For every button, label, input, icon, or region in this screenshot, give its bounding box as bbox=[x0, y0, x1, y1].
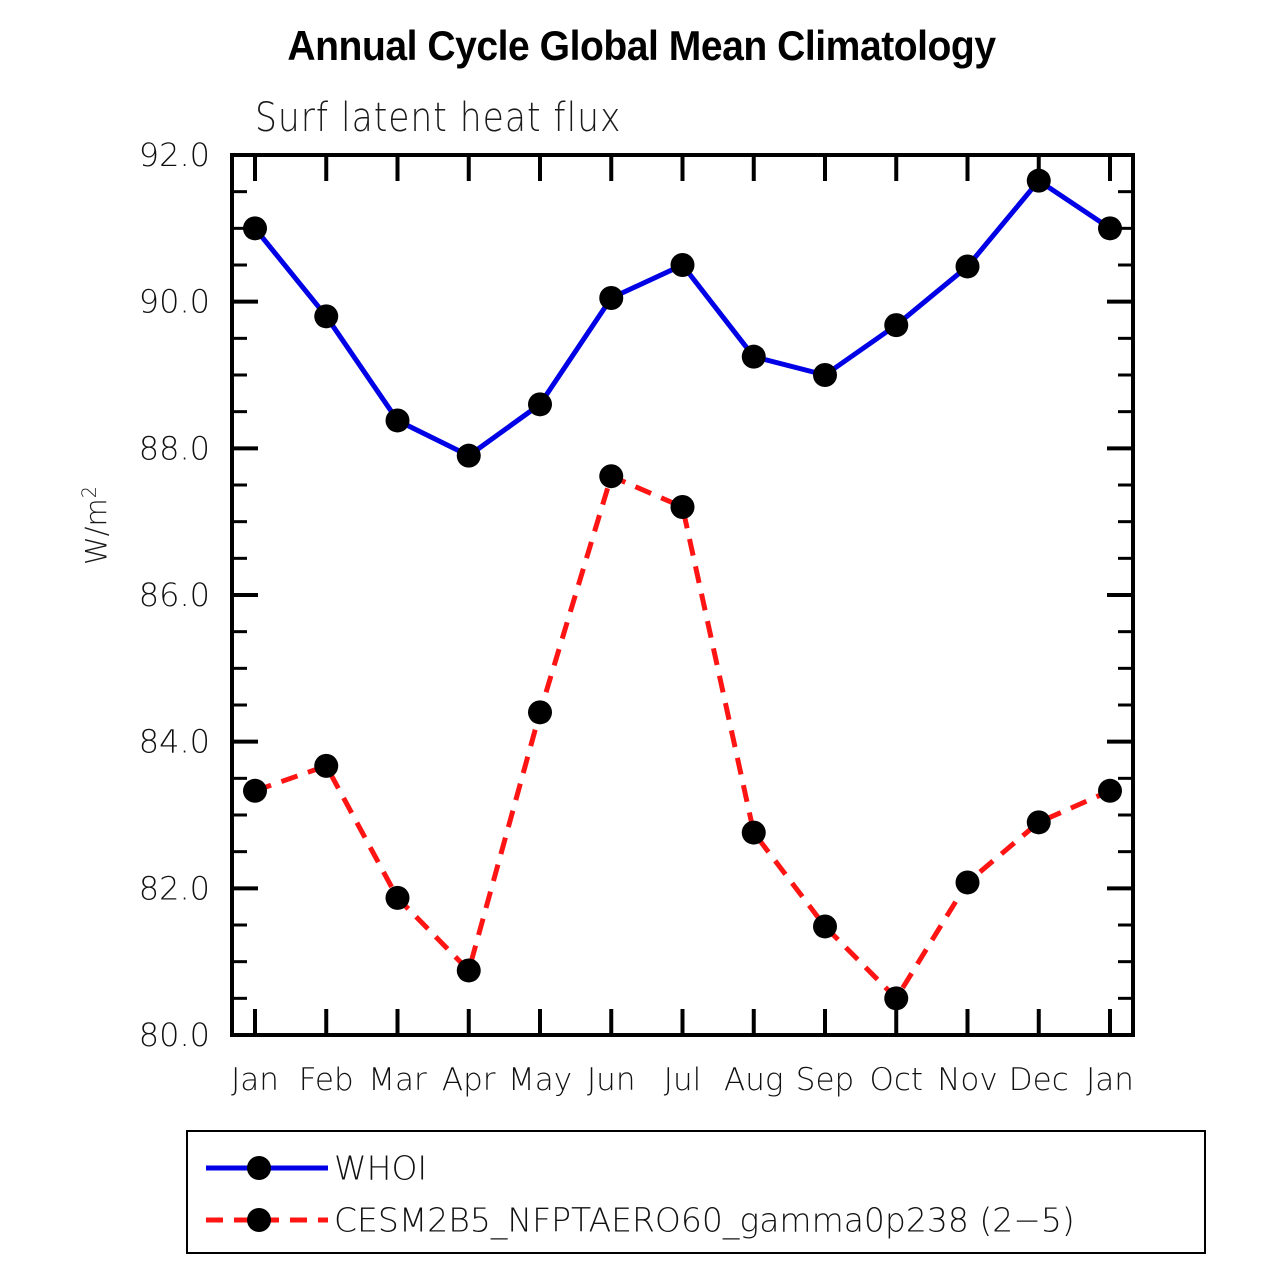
data-point-marker bbox=[884, 986, 909, 1011]
x-axis-tick-label: Feb bbox=[299, 1062, 354, 1098]
data-point-marker bbox=[528, 700, 552, 725]
y-axis-tick-labels: 92.0 90.0 88.0 86.0 84.0 82.0 80.0 bbox=[139, 136, 210, 1054]
data-point-marker bbox=[1026, 810, 1051, 835]
y-axis-tick-label: 82.0 bbox=[139, 869, 210, 907]
legend: WHOI CESM2B5_NFPTAERO60_gamma0p238 (2−5) bbox=[186, 1130, 1206, 1254]
chart-title: Annual Cycle Global Mean Climatology bbox=[287, 22, 996, 69]
chart-subtitle: Surf latent heat flux bbox=[255, 95, 622, 141]
x-axis-tick-label: Jan bbox=[1086, 1062, 1134, 1098]
legend-marker-sample bbox=[247, 1156, 271, 1180]
legend-entry-label: CESM2B5_NFPTAERO60_gamma0p238 (2−5) bbox=[334, 1201, 1075, 1241]
data-point-marker bbox=[528, 392, 552, 417]
x-axis-tick-label: Jun bbox=[587, 1062, 635, 1098]
data-point-marker bbox=[741, 344, 766, 369]
legend-content: WHOI CESM2B5_NFPTAERO60_gamma0p238 (2−5) bbox=[206, 1149, 1075, 1241]
x-axis-tick-label: Aug bbox=[724, 1062, 783, 1098]
data-point-marker bbox=[243, 216, 267, 241]
x-axis-tick-label: Oct bbox=[869, 1062, 923, 1098]
x-axis-tick-label: Apr bbox=[442, 1062, 496, 1098]
y-axis-tick-label: 90.0 bbox=[139, 283, 210, 321]
x-axis-tick-label: Jul bbox=[664, 1062, 701, 1098]
y-axis-tick-label: 80.0 bbox=[139, 1016, 210, 1054]
plot-frame bbox=[230, 153, 1135, 1037]
data-point-marker bbox=[385, 885, 410, 910]
y-axis-tick-label: 84.0 bbox=[139, 723, 210, 761]
x-axis-tick-label: Jan bbox=[231, 1062, 279, 1098]
data-point-marker bbox=[599, 286, 624, 310]
plot-area: 92.0 90.0 88.0 86.0 84.0 82.0 80.0 Jan Feb Mar Ap… bbox=[139, 136, 1135, 1098]
x-axis-tick-label: Sep bbox=[796, 1062, 854, 1098]
x-axis-tick-label: Mar bbox=[368, 1062, 427, 1098]
y-axis-tick-label: 86.0 bbox=[139, 576, 210, 614]
x-axis-tick-label: Nov bbox=[937, 1062, 998, 1098]
y-axis-tick-label: 88.0 bbox=[139, 429, 210, 467]
series-line bbox=[254, 473, 1112, 1001]
x-axis-tick-labels: Jan Feb Mar Apr May Jun Jul Aug Sep Oct Nov Dec Jan bbox=[231, 1062, 1134, 1098]
series-line bbox=[253, 178, 1112, 459]
x-axis-ticks bbox=[253, 155, 1112, 1035]
data-point-marker bbox=[1098, 778, 1122, 803]
data-point-marker bbox=[813, 914, 837, 939]
data-point-marker bbox=[813, 363, 837, 387]
x-axis-tick-label: Dec bbox=[1009, 1062, 1069, 1098]
x-axis-tick-label: May bbox=[508, 1062, 572, 1098]
data-point-marker bbox=[955, 254, 980, 279]
data-point-marker bbox=[314, 304, 339, 329]
data-point-marker bbox=[670, 253, 695, 277]
data-point-marker bbox=[1026, 168, 1051, 193]
data-point-marker bbox=[670, 495, 695, 519]
data-point-marker bbox=[884, 313, 909, 338]
y-axis-major-ticks bbox=[232, 153, 1133, 1037]
data-series-lines bbox=[253, 178, 1112, 1001]
y-axis-minor-ticks bbox=[232, 190, 1133, 1000]
legend-entry-label: WHOI bbox=[334, 1149, 427, 1188]
data-point-marker bbox=[314, 753, 339, 778]
y-axis-tick-label: 92.0 bbox=[139, 136, 210, 174]
data-point-marker bbox=[1098, 216, 1122, 241]
data-point-marker bbox=[243, 778, 267, 803]
legend-marker-sample bbox=[247, 1208, 271, 1232]
data-point-marker bbox=[599, 464, 624, 489]
data-point-marker bbox=[955, 870, 980, 895]
data-point-marker bbox=[456, 443, 481, 468]
data-series-markers bbox=[243, 168, 1122, 1011]
data-point-marker bbox=[385, 408, 410, 433]
data-point-marker bbox=[741, 820, 766, 845]
data-point-marker bbox=[456, 958, 481, 983]
